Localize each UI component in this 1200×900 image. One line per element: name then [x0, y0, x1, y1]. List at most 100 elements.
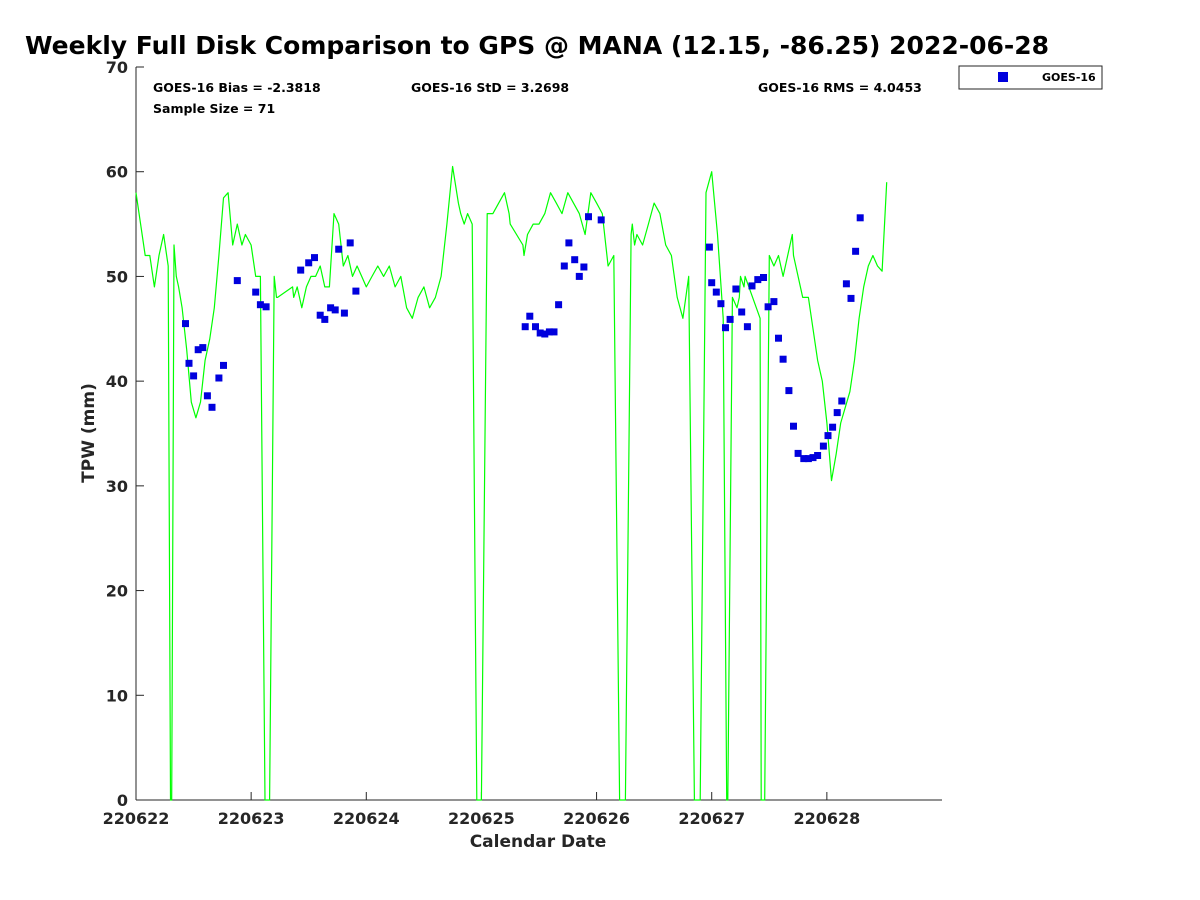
goes-point: [847, 294, 855, 302]
goes-point: [800, 455, 808, 463]
goes-point: [185, 359, 193, 367]
goes-point: [754, 276, 762, 284]
goes-point: [585, 213, 592, 221]
x-tick-label: 220622: [103, 809, 170, 828]
bias-stat: GOES-16 Bias = -2.3818: [153, 80, 321, 95]
std-stat: GOES-16 StD = 3.2698: [411, 80, 569, 95]
x-tick-label: 220623: [218, 809, 285, 828]
goes-point: [712, 288, 720, 296]
y-tick-label: 50: [106, 267, 128, 286]
goes-point: [726, 315, 734, 323]
goes-point: [790, 422, 797, 430]
goes-point: [708, 279, 716, 287]
sample-size-stat: Sample Size = 71: [153, 101, 275, 116]
legend: GOES-16: [958, 65, 1103, 90]
goes-point: [743, 323, 751, 331]
goes-point: [316, 311, 324, 319]
y-tick-label: 20: [106, 582, 128, 601]
goes-point: [352, 287, 360, 295]
legend-marker: [998, 72, 1008, 82]
goes-point: [565, 239, 573, 247]
goes-point: [842, 280, 850, 288]
goes-point: [532, 323, 539, 331]
goes-point: [335, 245, 343, 253]
y-tick-label: 30: [106, 477, 128, 496]
legend-label: GOES-16: [1042, 71, 1096, 84]
goes-point: [571, 256, 579, 264]
goes-point: [321, 315, 329, 323]
y-tick-label: 0: [117, 791, 128, 810]
y-axis-label: TPW (mm): [79, 383, 99, 483]
goes-point: [794, 449, 802, 457]
x-tick-label: 220626: [563, 809, 630, 828]
goes-point: [220, 361, 227, 369]
goes-point: [256, 301, 264, 309]
goes-point: [526, 312, 534, 320]
goes-point: [536, 329, 544, 337]
goes-point: [732, 285, 740, 293]
goes-point: [555, 301, 563, 309]
goes-point: [819, 442, 827, 450]
plot-frame: [136, 67, 942, 800]
goes-point: [829, 423, 837, 431]
goes-point: [311, 254, 318, 262]
goes-point: [203, 392, 211, 400]
rms-stat: GOES-16 RMS = 4.0453: [758, 80, 922, 95]
goes-point: [262, 303, 270, 311]
gps-line: [135, 165, 888, 801]
goes-point: [560, 262, 568, 270]
goes-point: [550, 328, 558, 336]
goes-point: [545, 328, 553, 336]
y-tick-label: 40: [106, 372, 128, 391]
goes-point: [575, 272, 583, 280]
goes-series: [182, 213, 864, 463]
x-tick-label: 220624: [333, 809, 400, 828]
y-axis: 0 10 20 30 40 50 60 70: [106, 58, 144, 810]
goes-point: [199, 344, 207, 352]
goes-point: [814, 452, 822, 459]
goes-point: [838, 397, 846, 405]
goes-point: [779, 355, 787, 363]
y-tick-label: 70: [106, 58, 128, 77]
goes-point: [770, 298, 778, 306]
x-axis-label: Calendar Date: [470, 832, 607, 852]
goes-point: [580, 263, 588, 271]
goes-point: [182, 320, 189, 328]
goes-point: [824, 432, 832, 440]
goes-point: [194, 346, 202, 354]
legend-box: [958, 65, 1103, 90]
goes-point: [340, 309, 348, 317]
goes-point: [833, 409, 841, 417]
goes-point: [760, 274, 767, 281]
goes-point: [331, 306, 339, 314]
goes-point: [804, 455, 812, 463]
y-tick-label: 10: [106, 686, 128, 705]
goes-point: [327, 304, 335, 312]
gps-series: [135, 165, 888, 801]
goes-point: [597, 216, 605, 224]
goes-point: [541, 330, 549, 338]
x-tick-label: 220628: [793, 809, 860, 828]
goes-point: [852, 247, 860, 255]
goes-point: [233, 277, 241, 285]
goes-point: [738, 308, 746, 316]
goes-point: [705, 243, 713, 251]
y-tick-label: 60: [106, 163, 128, 182]
plot-area: [136, 67, 942, 800]
goes-point: [521, 323, 529, 331]
goes-point: [717, 300, 725, 308]
x-tick-label: 220627: [678, 809, 745, 828]
goes-point: [764, 303, 772, 311]
goes-point: [190, 372, 198, 380]
x-axis: 220622 220623 220624 220625 220626 220627 2206…: [103, 792, 942, 828]
goes-point: [305, 259, 313, 267]
goes-point: [346, 239, 354, 247]
goes-point: [215, 374, 223, 382]
goes-point: [722, 324, 729, 332]
goes-point: [856, 214, 864, 222]
chart-title: Weekly Full Disk Comparison to GPS @ MAN…: [25, 31, 1049, 60]
goes-point: [252, 288, 260, 296]
goes-point: [775, 334, 782, 342]
x-tick-label: 220625: [448, 809, 515, 828]
